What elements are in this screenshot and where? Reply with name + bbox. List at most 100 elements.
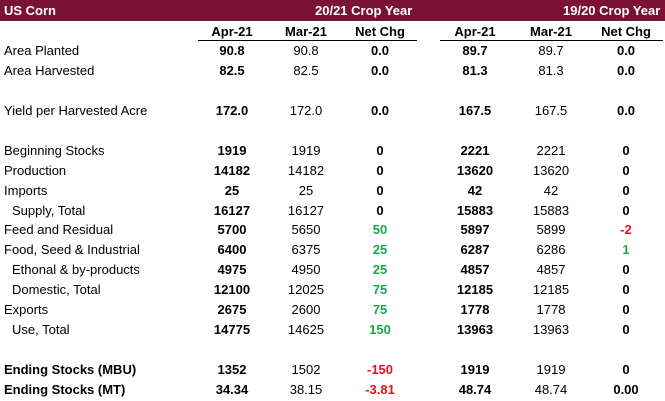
cell-net-chg-b: 0	[622, 322, 630, 337]
cell-mar-21-b: 81.3	[538, 63, 564, 78]
cell-apr-21-a: 14182	[213, 163, 251, 178]
cell-net-chg-a: 0	[376, 183, 384, 198]
cell-apr-21-b: 167.5	[458, 103, 492, 118]
header-underline-2021	[198, 40, 417, 41]
cell-apr-21-a: 5700	[217, 222, 247, 237]
table-row: Ending Stocks (MBU) 1352 1502 -150 1919 1919 0	[0, 360, 665, 380]
cell-net-chg-b: 0	[622, 282, 630, 297]
group-header-2021: 20/21 Crop Year	[315, 3, 413, 18]
table-row: Food, Seed & Industrial 6400 6375 25 6287 628…	[0, 240, 665, 260]
cell-apr-21-b: 12185	[456, 282, 494, 297]
cell-mar-21-a: 1502	[291, 362, 321, 377]
cell-mar-21-b: 4857	[536, 262, 566, 277]
cell-net-chg-b: 0.00	[613, 382, 639, 397]
col-header-netchg-b: Net Chg	[601, 24, 651, 39]
cell-apr-21-a: 14775	[213, 322, 251, 337]
cell-net-chg-b: 0	[622, 203, 630, 218]
cell-apr-21-a: 25	[224, 183, 240, 198]
table-row: Feed and Residual 5700 5650 50 5897 5899 -2	[0, 220, 665, 240]
cell-net-chg-b: 0.0	[616, 63, 636, 78]
group-header-1920: 19/20 Crop Year	[563, 3, 661, 18]
cell-net-chg-a: 50	[372, 222, 388, 237]
table-row: Beginning Stocks 1919 1919 0 2221 2221 0	[0, 141, 665, 161]
header-underline-1920	[440, 40, 663, 41]
cell-apr-21-a: 2675	[217, 302, 247, 317]
cell-mar-21-a: 6375	[291, 242, 321, 257]
cell-net-chg-b: 0	[622, 143, 630, 158]
table-row: Use, Total 14775 14625 150 13963 13963 0	[0, 320, 665, 340]
cell-mar-21-b: 12185	[532, 282, 570, 297]
table-title-bar: US Corn 20/21 Crop Year 19/20 Crop Year	[0, 0, 665, 21]
cell-apr-21-b: 5897	[460, 222, 490, 237]
cell-mar-21-b: 13620	[532, 163, 570, 178]
cell-apr-21-b: 6287	[460, 242, 490, 257]
cell-net-chg-a: 0	[376, 163, 384, 178]
cell-net-chg-b: 0.0	[616, 103, 636, 118]
table-row: Area Harvested 82.5 82.5 0.0 81.3 81.3 0.0	[0, 61, 665, 81]
row-label: Ending Stocks (MT)	[4, 382, 126, 397]
cell-apr-21-b: 42	[467, 183, 483, 198]
row-label: Production	[4, 163, 67, 178]
row-label: Ethonal & by-products	[12, 262, 140, 277]
cell-net-chg-a: 0.0	[370, 103, 390, 118]
cell-mar-21-a: 4950	[291, 262, 321, 277]
cell-mar-21-a: 172.0	[289, 103, 323, 118]
table-row: Ethonal & by-products 4975 4950 25 4857 4857 0	[0, 260, 665, 280]
table-row: Production 14182 14182 0 13620 13620 0	[0, 161, 665, 181]
cell-apr-21-a: 34.34	[215, 382, 249, 397]
cell-apr-21-a: 172.0	[215, 103, 249, 118]
cell-apr-21-b: 13620	[456, 163, 494, 178]
cell-mar-21-a: 5650	[291, 222, 321, 237]
col-header-mar21-a: Mar-21	[285, 24, 327, 39]
cell-mar-21-a: 82.5	[293, 63, 319, 78]
cell-apr-21-a: 4975	[217, 262, 247, 277]
row-label: Area Planted	[4, 43, 80, 58]
cell-net-chg-a: 0.0	[370, 63, 390, 78]
cell-apr-21-b: 1919	[460, 362, 490, 377]
cell-net-chg-a: 25	[372, 262, 388, 277]
cell-mar-21-a: 25	[298, 183, 314, 198]
cell-mar-21-b: 89.7	[538, 43, 564, 58]
cell-apr-21-a: 6400	[217, 242, 247, 257]
cell-mar-21-b: 1778	[536, 302, 566, 317]
cell-net-chg-b: 1	[622, 242, 630, 257]
cell-net-chg-b: 0	[622, 262, 630, 277]
cell-net-chg-b: 0	[622, 362, 630, 377]
row-label: Domestic, Total	[12, 282, 101, 297]
cell-apr-21-a: 1352	[217, 362, 247, 377]
cell-net-chg-a: 0	[376, 203, 384, 218]
cell-net-chg-a: 150	[369, 322, 391, 337]
cell-mar-21-b: 5899	[536, 222, 566, 237]
cell-net-chg-b: 0	[622, 302, 630, 317]
cell-apr-21-b: 15883	[456, 203, 494, 218]
table-row: Yield per Harvested Acre 172.0 172.0 0.0 167…	[0, 101, 665, 121]
cell-mar-21-b: 48.74	[534, 382, 568, 397]
cell-apr-21-b: 13963	[456, 322, 494, 337]
col-header-netchg-a: Net Chg	[355, 24, 405, 39]
cell-net-chg-a: 75	[372, 302, 388, 317]
cell-net-chg-a: -150	[366, 362, 394, 377]
row-label: Ending Stocks (MBU)	[4, 362, 137, 377]
table-row: Domestic, Total 12100 12025 75 12185 12185 0	[0, 280, 665, 300]
cell-mar-21-b: 13963	[532, 322, 570, 337]
cell-mar-21-a: 14182	[287, 163, 325, 178]
cell-mar-21-b: 1919	[536, 362, 566, 377]
cell-mar-21-b: 2221	[536, 143, 566, 158]
cell-mar-21-a: 90.8	[293, 43, 319, 58]
cell-net-chg-b: 0	[622, 183, 630, 198]
row-label: Area Harvested	[4, 63, 95, 78]
col-header-mar21-b: Mar-21	[530, 24, 572, 39]
cell-apr-21-b: 89.7	[462, 43, 488, 58]
cell-mar-21-a: 14625	[287, 322, 325, 337]
row-label: Use, Total	[12, 322, 70, 337]
cell-net-chg-a: -3.81	[365, 382, 395, 397]
table-row: Ending Stocks (MT) 34.34 38.15 -3.81 48.74 48…	[0, 380, 665, 400]
cell-apr-21-b: 4857	[460, 262, 490, 277]
cell-mar-21-b: 42	[543, 183, 559, 198]
table-title: US Corn	[4, 3, 56, 18]
cell-net-chg-a: 0	[376, 143, 384, 158]
cell-net-chg-a: 0.0	[370, 43, 390, 58]
cell-mar-21-a: 16127	[287, 203, 325, 218]
cell-mar-21-a: 1919	[291, 143, 321, 158]
